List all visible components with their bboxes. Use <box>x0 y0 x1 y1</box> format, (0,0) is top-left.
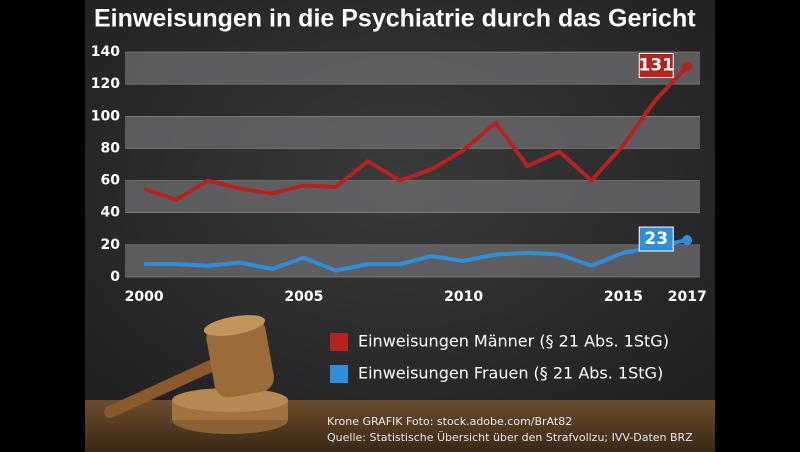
credit: Krone GRAFIK Foto: stock.adobe.com/BrAt8… <box>327 415 572 428</box>
x-tick-label: 2000 <box>125 289 164 305</box>
value-label-box <box>638 226 674 252</box>
y-tick-label: 100 <box>91 108 120 124</box>
legend-swatch <box>330 333 348 351</box>
x-tick-label: 2017 <box>668 289 707 305</box>
value-label: 23 <box>644 229 668 249</box>
chart-title: Einweisungen in die Psychiatrie durch da… <box>94 5 696 33</box>
series-line <box>143 65 689 202</box>
gavel-illustration <box>104 315 288 434</box>
x-tick-label: 2005 <box>284 289 323 305</box>
source: Quelle: Statistische Übersicht über den … <box>327 431 693 444</box>
end-point <box>682 61 693 72</box>
y-tick-label: 60 <box>101 173 121 189</box>
value-label: 131 <box>638 55 674 75</box>
legend-swatch <box>330 365 348 383</box>
x-tick-label: 2015 <box>604 289 643 305</box>
grid-band <box>125 180 700 213</box>
legend-label: Einweisungen Männer (§ 21 Abs. 1StG) <box>358 332 669 351</box>
series-line <box>144 238 688 273</box>
y-tick-label: 80 <box>101 140 121 156</box>
y-tick-label: 120 <box>91 76 120 92</box>
y-tick-label: 140 <box>91 44 120 60</box>
value-label-box <box>638 52 674 78</box>
y-tick-label: 40 <box>101 205 121 221</box>
grid-band <box>125 116 700 149</box>
legend-label: Einweisungen Frauen (§ 21 Abs. 1StG) <box>358 364 663 383</box>
grid-band <box>125 52 700 85</box>
x-tick-label: 2010 <box>444 289 483 305</box>
y-tick-label: 20 <box>101 237 121 253</box>
end-point <box>682 235 693 246</box>
y-tick-label: 0 <box>110 269 120 285</box>
